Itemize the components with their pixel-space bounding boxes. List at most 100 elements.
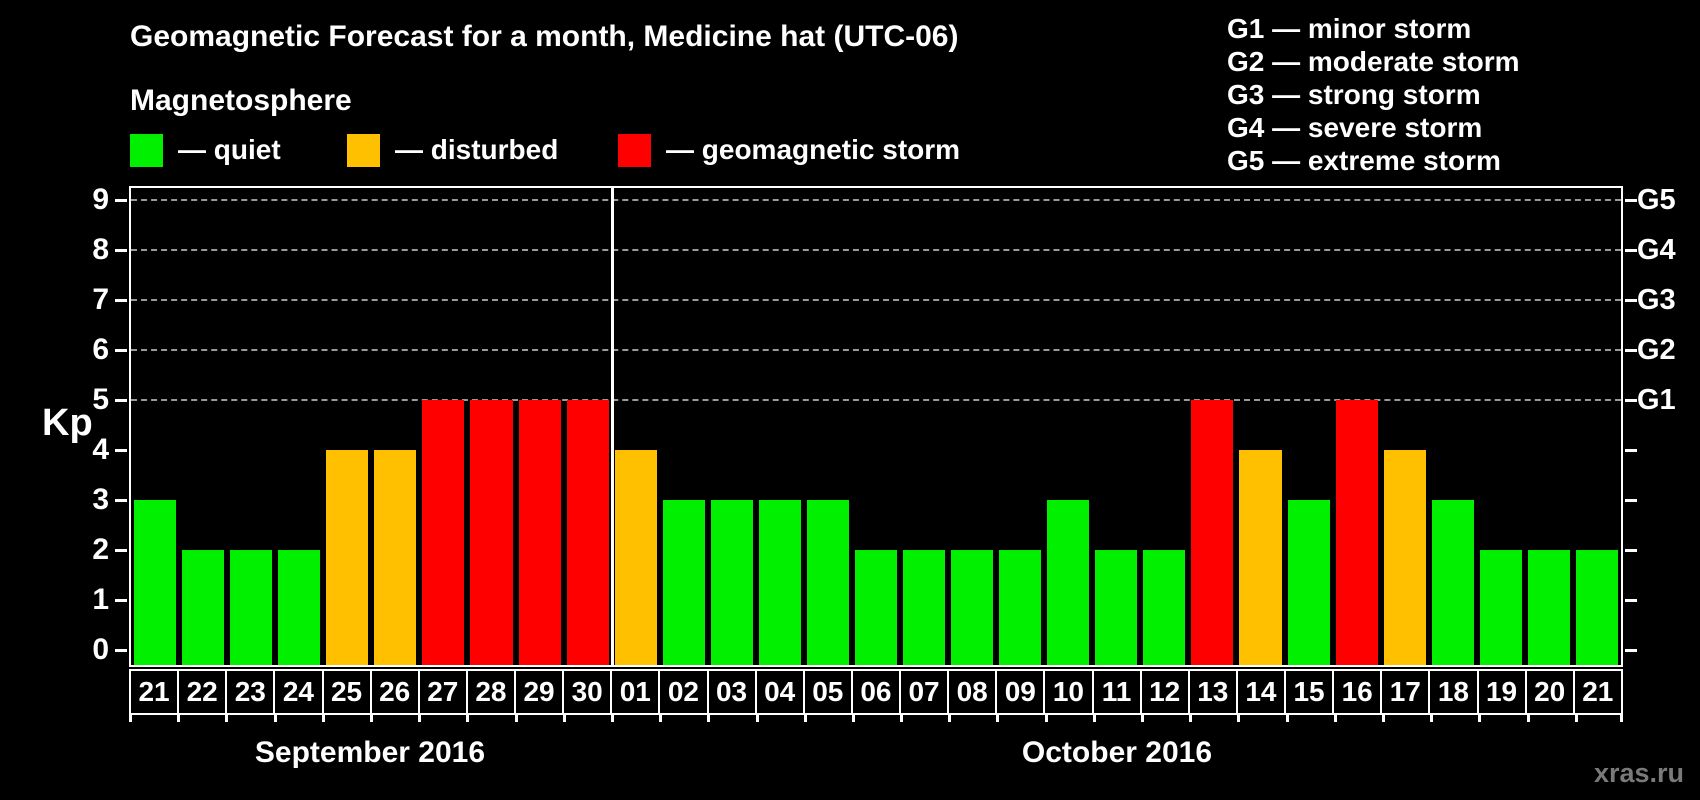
day-label-29: 29 bbox=[514, 669, 565, 715]
x-axis-boundary-tick bbox=[1333, 714, 1337, 722]
kp-bar bbox=[278, 550, 321, 665]
x-axis-boundary-tick bbox=[610, 714, 614, 722]
day-label-22: 22 bbox=[177, 669, 228, 715]
bar-slot-day-22 bbox=[179, 188, 227, 665]
kp-bar bbox=[1143, 550, 1186, 665]
g-legend-line-1: G1 — minor storm bbox=[1227, 13, 1472, 44]
bar-slot-day-04 bbox=[756, 188, 804, 665]
legend-item-disturbed: — disturbed bbox=[347, 133, 558, 167]
y-axis-tick-left-kp0 bbox=[115, 649, 127, 652]
bar-slot-day-05 bbox=[804, 188, 852, 665]
kp-bar bbox=[1527, 550, 1570, 665]
y-axis-label-kp7: 7 bbox=[92, 283, 109, 316]
legend-label-disturbed: — disturbed bbox=[395, 134, 559, 165]
kp-bar bbox=[1287, 500, 1330, 665]
x-axis-boundary-tick bbox=[177, 714, 181, 722]
kp-bar bbox=[470, 400, 513, 665]
bar-slot-day-20 bbox=[1525, 188, 1573, 665]
y-axis-label-kp4: 4 bbox=[92, 433, 109, 466]
legend-swatch-disturbed bbox=[347, 133, 380, 167]
kp-bar bbox=[1239, 450, 1282, 665]
kp-bar bbox=[182, 550, 225, 665]
bar-slot-day-12 bbox=[1140, 188, 1188, 665]
kp-bar bbox=[662, 500, 705, 665]
y-axis-label-kp5: 5 bbox=[92, 383, 109, 416]
plot-area: 0 1 2 3 4 5 6 7 8 9 G1 G2 G3 G4 G5 bbox=[92, 184, 1676, 667]
bar-slot-day-14 bbox=[1236, 188, 1284, 665]
y-axis-tick-left-kp6 bbox=[115, 349, 127, 352]
kp-bar bbox=[518, 400, 561, 665]
y-axis-tick-left-kp9 bbox=[115, 199, 127, 202]
g-scale-legend: G1 — minor storm G2 — moderate storm G3 — … bbox=[1227, 12, 1520, 177]
x-axis-boundary-tick bbox=[129, 714, 132, 722]
y-axis-tick-right-kp9 bbox=[1625, 199, 1637, 202]
bar-slot-day-21 bbox=[131, 188, 179, 665]
legend-label-storm: — geomagnetic storm bbox=[666, 134, 961, 165]
day-label-25: 25 bbox=[321, 669, 372, 715]
y-axis-tick-right-kp8 bbox=[1625, 249, 1637, 252]
day-label-16: 16 bbox=[1332, 669, 1383, 715]
kp-bar bbox=[999, 550, 1042, 665]
kp-bar bbox=[903, 550, 946, 665]
y-axis-label-kp3: 3 bbox=[92, 483, 109, 516]
g-legend-line-3: G3 — strong storm bbox=[1227, 79, 1481, 110]
kp-bar bbox=[374, 450, 417, 665]
y-axis-tick-right-kp7 bbox=[1625, 299, 1637, 302]
y-axis-tick-left-kp8 bbox=[115, 249, 127, 252]
y-axis-tick-left-kp2 bbox=[115, 549, 127, 552]
x-axis-boundary-tick bbox=[851, 714, 855, 722]
g-legend-line-2: G2 — moderate storm bbox=[1227, 46, 1520, 77]
day-label-13: 13 bbox=[1187, 669, 1238, 715]
bar-slot-day-08 bbox=[948, 188, 996, 665]
month-label-2: October 2016 bbox=[1021, 736, 1212, 769]
day-label-01: 01 bbox=[610, 669, 661, 715]
bar-slot-day-21 bbox=[1573, 188, 1621, 665]
kp-bar bbox=[1095, 550, 1138, 665]
gridline-kp7 bbox=[131, 299, 1621, 301]
bar-slot-day-26 bbox=[371, 188, 419, 665]
bar-slot-day-01 bbox=[612, 188, 660, 665]
legend-label-quiet: — quiet bbox=[178, 134, 281, 165]
y-axis-tick-left-kp4 bbox=[115, 449, 127, 452]
x-axis-day-labels: 21 22 23 24 25 26 27 28 29 30 01 02 03 04 05 06 07 08 09 10… bbox=[129, 669, 1623, 715]
plot-frame bbox=[129, 186, 1623, 667]
month-label-1: September 2016 bbox=[254, 736, 486, 769]
bar-slot-day-25 bbox=[323, 188, 371, 665]
bar-slot-day-09 bbox=[996, 188, 1044, 665]
kp-bar bbox=[710, 500, 753, 665]
x-axis-boundary-tick bbox=[514, 714, 518, 722]
day-label-15: 15 bbox=[1284, 669, 1335, 715]
right-axis-label-g5: G5 bbox=[1637, 184, 1676, 216]
day-label-26: 26 bbox=[369, 669, 420, 715]
kp-bar bbox=[614, 450, 657, 665]
y-axis-label-kp2: 2 bbox=[92, 533, 109, 566]
y-axis-tick-left-kp5 bbox=[115, 399, 127, 402]
x-axis-boundary-tick bbox=[707, 714, 711, 722]
x-axis-boundary-tick bbox=[948, 714, 952, 722]
gridline-kp8 bbox=[131, 249, 1621, 251]
day-label-11: 11 bbox=[1091, 669, 1142, 715]
x-axis-boundary-tick bbox=[1620, 714, 1623, 722]
x-axis-boundary-tick bbox=[900, 714, 904, 722]
y-axis-label-kp0: 0 bbox=[92, 633, 109, 666]
bar-slot-day-18 bbox=[1429, 188, 1477, 665]
gridline-kp9 bbox=[131, 199, 1621, 201]
bar-slot-day-03 bbox=[708, 188, 756, 665]
y-axis-tick-left-kp1 bbox=[115, 599, 127, 602]
kp-bar bbox=[1335, 400, 1378, 665]
right-axis-label-g3: G3 bbox=[1637, 284, 1676, 316]
watermark: xras.ru bbox=[1593, 758, 1684, 788]
y-axis-tick-right-kp5 bbox=[1625, 399, 1637, 402]
x-axis-boundary-tick bbox=[659, 714, 663, 722]
bar-slot-day-10 bbox=[1044, 188, 1092, 665]
day-label-08: 08 bbox=[947, 669, 998, 715]
month-separator bbox=[610, 188, 614, 665]
bar-slot-day-13 bbox=[1188, 188, 1236, 665]
y-axis-label-kp1: 1 bbox=[92, 583, 109, 616]
day-label-30: 30 bbox=[562, 669, 613, 715]
x-axis-boundary-tick bbox=[1478, 714, 1482, 722]
day-label-10: 10 bbox=[1043, 669, 1094, 715]
kp-bar bbox=[1047, 500, 1090, 665]
day-label-19: 19 bbox=[1476, 669, 1527, 715]
x-axis-boundary-tick bbox=[418, 714, 422, 722]
